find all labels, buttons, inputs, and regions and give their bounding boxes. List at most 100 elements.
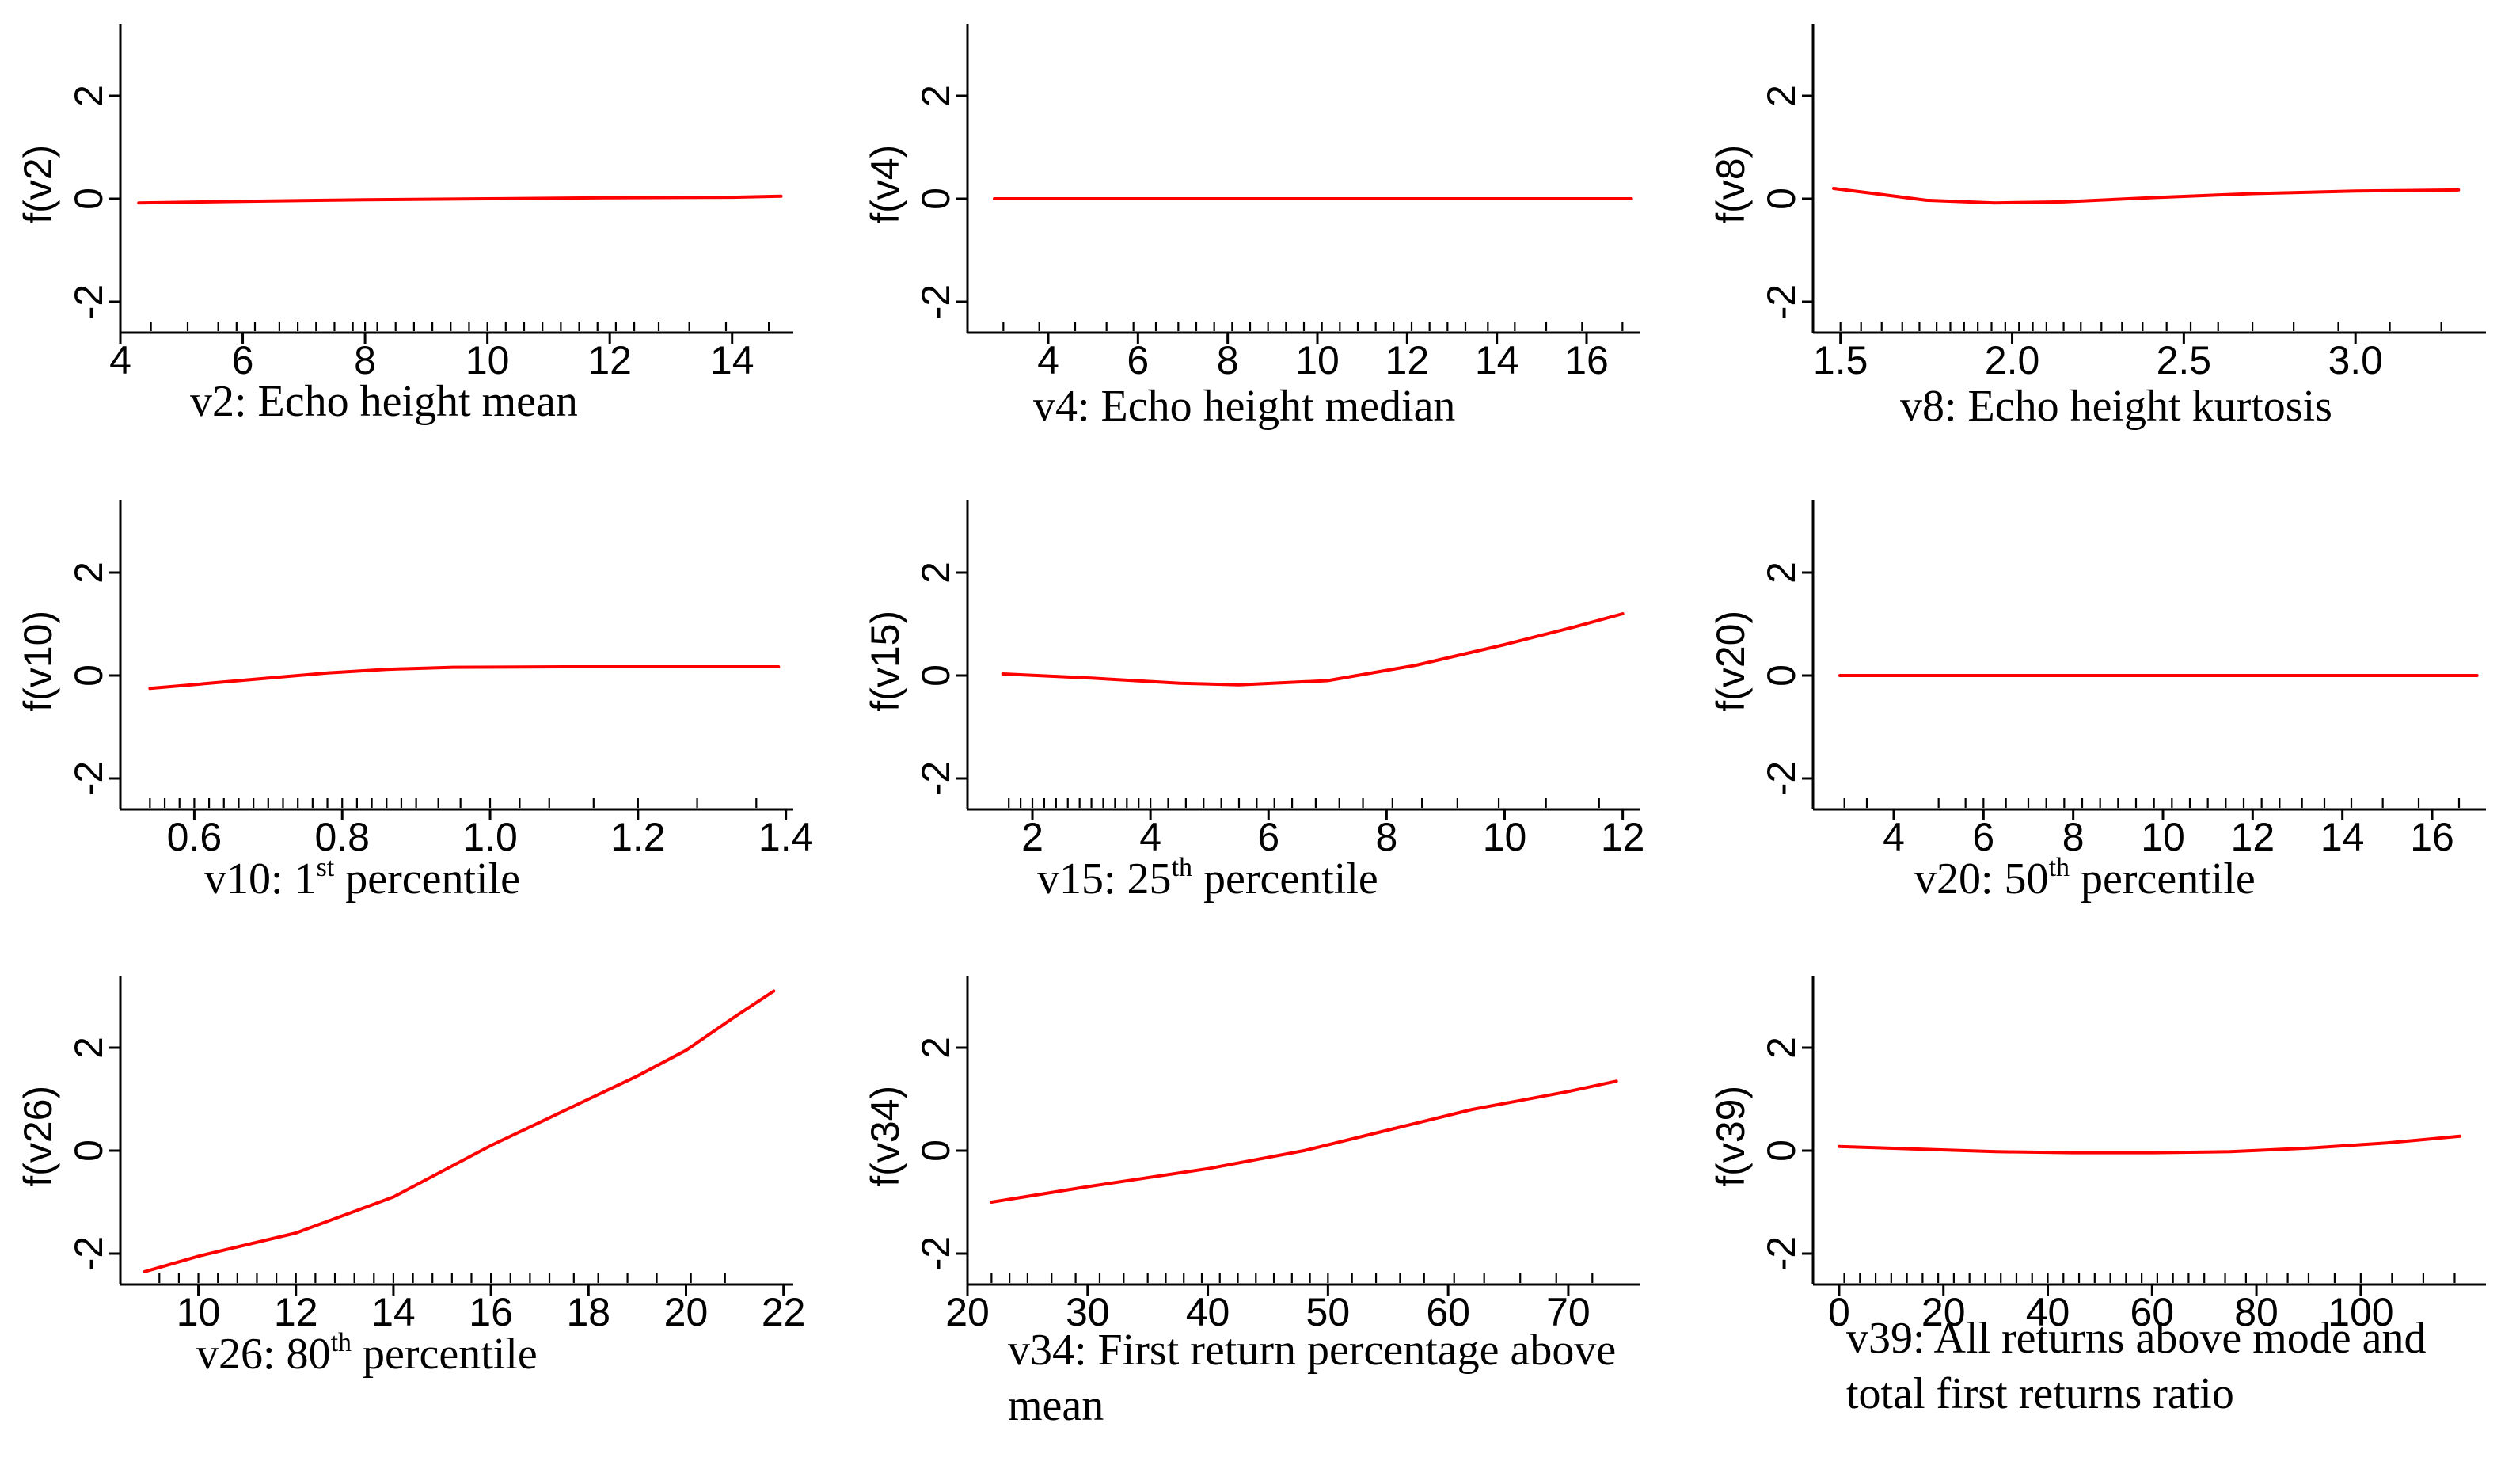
y-tick-label: 0 (914, 1140, 958, 1162)
x-tick-label: 0 (1828, 1290, 1850, 1334)
y-axis-label: f(v34) (863, 1086, 907, 1187)
caption-line2: total first returns ratio (1846, 1369, 2234, 1418)
x-tick-label: 4 (109, 338, 131, 382)
caption-text: v4: Echo height median (1033, 382, 1456, 431)
y-tick-label: 2 (67, 1037, 111, 1059)
x-tick-label: 20 (945, 1290, 990, 1334)
x-tick-label: 16 (469, 1290, 513, 1334)
x-tick-label: 70 (1546, 1290, 1591, 1334)
caption-superscript: th (2048, 853, 2070, 882)
y-tick-label: 2 (1759, 561, 1804, 584)
panel-caption: v34: First return percentage above mean (1008, 1322, 1616, 1433)
caption-text: v2: Echo height mean (190, 377, 578, 426)
x-tick-label: 12 (587, 338, 632, 382)
y-tick-label: 2 (67, 561, 111, 584)
smooth-curve (1837, 1134, 2462, 1155)
x-tick-label: 3.0 (2328, 338, 2383, 382)
y-tick-label: 0 (914, 188, 958, 210)
panel-caption: v10: 1st percentile (204, 851, 520, 907)
caption-text: v8: Echo height kurtosis (1900, 382, 2332, 431)
y-axis-label: f(v2) (16, 145, 60, 224)
x-tick-label: 0.6 (167, 815, 222, 859)
panel-fv2: -2 0 2 f(v2) 4 6 8 10 12 14 (16, 24, 793, 382)
panel-caption: v15: 25th percentile (1037, 851, 1378, 907)
x-tick-label: 14 (371, 1290, 416, 1334)
x-tick-label: 40 (2026, 1290, 2070, 1334)
caption-suffix: percentile (334, 854, 520, 904)
y-tick-label: -2 (67, 761, 111, 796)
panel-fv20: -2 0 2 f(v20) 4 6 8 10 12 14 16 (1709, 500, 2486, 859)
y-tick-label: 0 (67, 188, 111, 210)
y-axis-label: f(v10) (16, 611, 60, 712)
x-tick-label: 1.0 (462, 815, 518, 859)
caption-text: v15: 25 (1037, 854, 1172, 904)
x-tick-label: 12 (1601, 815, 1645, 859)
x-tick-label: 6 (1127, 338, 1149, 382)
smooth-curve (1001, 612, 1625, 687)
x-tick-label: 18 (566, 1290, 610, 1334)
x-tick-label: 14 (710, 338, 754, 382)
x-tick-label: 30 (1066, 1290, 1110, 1334)
y-tick-label: -2 (914, 761, 958, 796)
y-tick-label: 0 (1759, 188, 1804, 210)
caption-text: v10: 1 (204, 854, 317, 904)
panel-caption: v8: Echo height kurtosis (1900, 379, 2332, 434)
x-tick-label: 14 (1475, 338, 1519, 382)
y-tick-label: 2 (914, 1037, 958, 1059)
y-tick-label: 2 (1759, 85, 1804, 107)
caption-suffix: percentile (1192, 854, 1378, 904)
x-tick-label: 10 (2141, 815, 2185, 859)
y-axis-label: f(v39) (1709, 1086, 1753, 1187)
x-tick-label: 4 (1883, 815, 1905, 859)
smooth-curve (148, 665, 781, 691)
y-tick-label: 0 (1759, 1140, 1804, 1162)
x-tick-label: 50 (1306, 1290, 1351, 1334)
x-tick-label: 60 (2130, 1290, 2174, 1334)
y-tick-label: -2 (914, 284, 958, 319)
y-tick-label: 2 (1759, 1037, 1804, 1059)
x-tick-label: 8 (354, 338, 376, 382)
x-tick-label: 2.5 (2157, 338, 2212, 382)
caption-suffix: percentile (2070, 854, 2256, 904)
x-tick-label: 100 (2328, 1290, 2393, 1334)
panel-caption: v4: Echo height median (1033, 379, 1455, 434)
x-tick-label: 20 (1921, 1290, 1966, 1334)
x-tick-label: 1.4 (758, 815, 814, 859)
x-tick-label: 10 (466, 338, 510, 382)
x-tick-label: 6 (232, 338, 254, 382)
x-tick-label: 12 (2231, 815, 2275, 859)
y-tick-label: 2 (914, 561, 958, 584)
smooth-curve (143, 989, 776, 1273)
x-tick-label: 12 (1385, 338, 1430, 382)
x-tick-label: 4 (1139, 815, 1161, 859)
y-tick-label: -2 (1759, 284, 1804, 319)
panel-fv10: -2 0 2 f(v10) 0.6 0.8 1.0 1.2 1.4 (16, 500, 813, 859)
caption-line2: mean (1008, 1381, 1104, 1430)
x-tick-label: 8 (1217, 338, 1239, 382)
smooth-curve (1832, 187, 2461, 205)
y-tick-label: -2 (67, 1236, 111, 1271)
caption-text: v34: First return percentage above (1008, 1326, 1617, 1375)
x-tick-label: 10 (1483, 815, 1527, 859)
x-tick-label: 12 (274, 1290, 318, 1334)
panel-fv26: -2 0 2 f(v26) 10 12 14 16 18 20 22 (16, 976, 805, 1334)
x-tick-label: 16 (2410, 815, 2454, 859)
panel-caption: v2: Echo height mean (190, 374, 578, 429)
panel-caption: v39: All returns above mode and total fir… (1846, 1311, 2427, 1421)
y-axis-label: f(v8) (1709, 145, 1753, 224)
x-tick-label: 14 (2320, 815, 2365, 859)
panel-fv15: -2 0 2 f(v15) 2 4 6 8 10 12 (863, 500, 1644, 859)
x-tick-label: 2.0 (1985, 338, 2040, 382)
smooth-curve (137, 194, 783, 205)
y-tick-label: -2 (67, 284, 111, 319)
x-tick-label: 10 (177, 1290, 221, 1334)
panel-fv34: -2 0 2 f(v34) 20 30 40 50 60 70 (863, 976, 1640, 1334)
panel-caption: v20: 50th percentile (1914, 851, 2256, 907)
x-tick-label: 2 (1021, 815, 1043, 859)
y-axis-label: f(v20) (1709, 611, 1753, 712)
x-tick-label: 60 (1426, 1290, 1470, 1334)
x-tick-label: 40 (1186, 1290, 1230, 1334)
y-axis-label: f(v4) (863, 145, 907, 224)
x-tick-label: 1.5 (1813, 338, 1868, 382)
x-tick-label: 1.2 (610, 815, 666, 859)
